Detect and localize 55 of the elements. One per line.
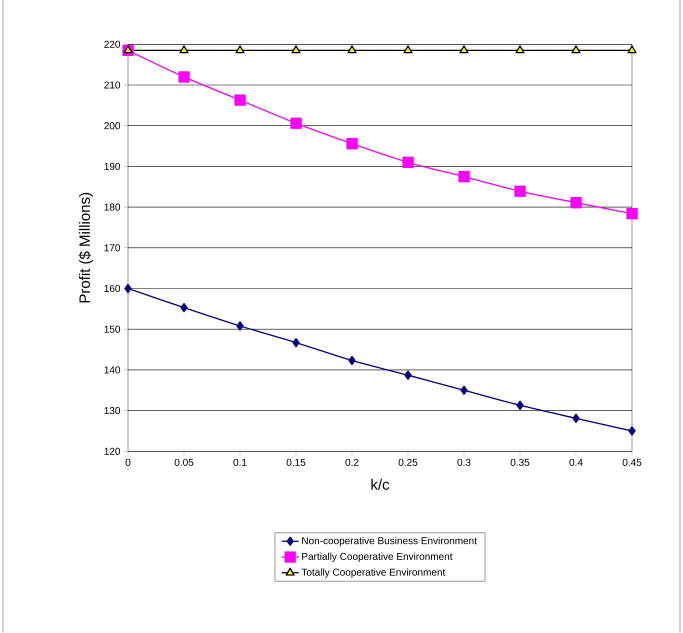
y-axis-title: Profit ($ Millions) — [78, 193, 93, 303]
point — [291, 45, 301, 54]
point — [570, 197, 582, 208]
point — [514, 186, 526, 198]
x-tick-label: 0.3 — [457, 459, 471, 466]
point — [347, 45, 357, 54]
point — [460, 386, 468, 396]
x-tick-label: 0.4 — [569, 459, 583, 466]
point — [628, 426, 636, 436]
y-tick-label: 210 — [104, 82, 120, 89]
y-tick-label: 220 — [104, 40, 120, 48]
point — [290, 118, 302, 130]
point — [403, 45, 413, 54]
point — [234, 94, 246, 106]
y-tick-label: 160 — [104, 285, 120, 292]
point — [515, 45, 525, 54]
point — [516, 400, 524, 410]
x-tick-label: 0.15 — [286, 459, 306, 466]
x-tick-label: 0.05 — [174, 459, 194, 466]
point — [123, 45, 133, 54]
y-tick-label: 170 — [104, 244, 120, 252]
y-tick-label: 130 — [104, 407, 120, 414]
point — [402, 156, 414, 168]
y-tick-label: 190 — [104, 163, 120, 170]
point — [178, 71, 190, 83]
x-tick-label: 0.45 — [622, 459, 642, 466]
point — [179, 45, 189, 54]
x-tick-label: 0.2 — [345, 459, 358, 466]
point — [571, 45, 581, 54]
point — [459, 45, 469, 54]
point — [626, 208, 638, 220]
x-tick-label: 0 — [126, 459, 130, 466]
y-tick-label: 120 — [104, 448, 120, 456]
point — [292, 338, 300, 348]
legend-label: Partially Cooperative Environment — [302, 552, 452, 562]
point — [627, 45, 637, 54]
point — [235, 45, 245, 54]
point — [346, 138, 358, 150]
x-tick-label: 0.35 — [510, 459, 530, 466]
point — [572, 414, 580, 424]
y-tick-label: 150 — [104, 326, 120, 333]
point — [236, 321, 244, 331]
point — [348, 356, 356, 366]
x-tick-label: 0.1 — [233, 459, 246, 466]
point — [124, 284, 132, 294]
legend-label: Totally Cooperative Environment — [302, 568, 446, 578]
point — [180, 303, 188, 312]
x-axis-title: k/c — [371, 478, 390, 490]
y-tick-label: 140 — [104, 366, 120, 374]
legend-label: Non-cooperative Business Environment — [302, 537, 477, 546]
point — [404, 370, 412, 380]
x-tick-label: 0.25 — [398, 459, 418, 466]
point — [458, 171, 470, 182]
y-tick-label: 180 — [104, 204, 120, 211]
y-tick-label: 200 — [104, 122, 120, 130]
